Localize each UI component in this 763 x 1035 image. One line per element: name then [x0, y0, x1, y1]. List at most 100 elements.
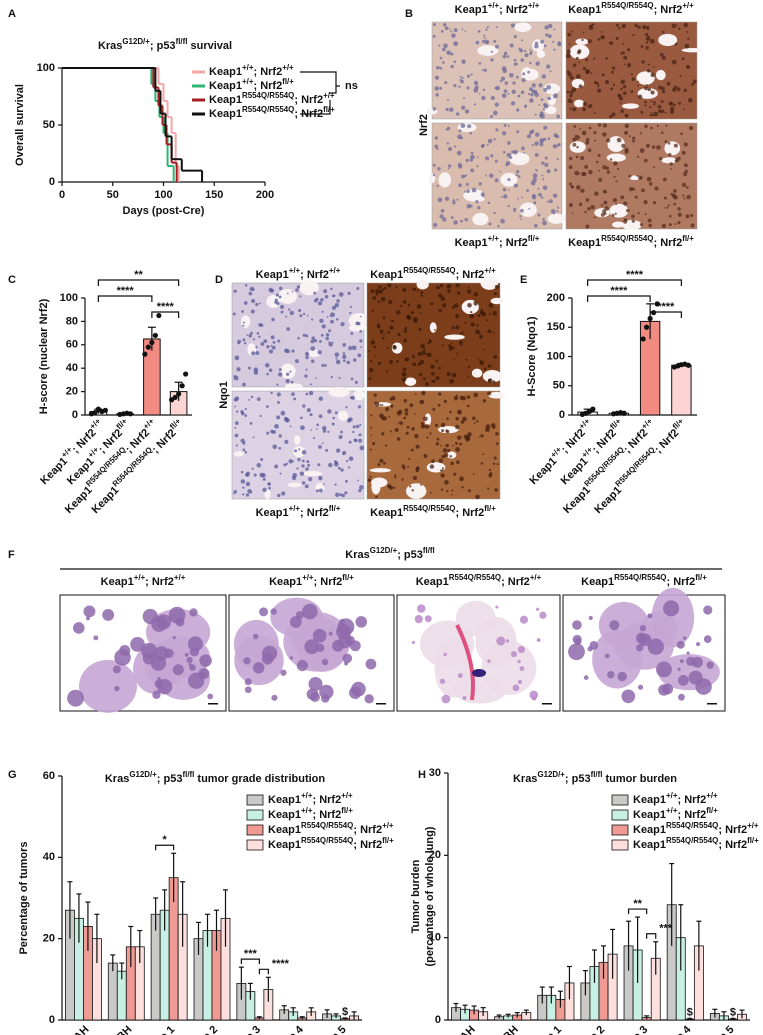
- y-tick-label: 40: [43, 851, 55, 863]
- nucleus: [683, 163, 688, 167]
- nucleus: [646, 25, 650, 29]
- tumor-nodule: [188, 663, 192, 667]
- nucleus: [271, 345, 276, 350]
- nucleus: [614, 212, 617, 215]
- nucleus: [679, 74, 682, 78]
- superscript: +/+: [242, 77, 254, 86]
- nucleus: [316, 423, 319, 427]
- nucleus: [315, 297, 319, 301]
- tumor-nodule: [364, 694, 374, 704]
- nucleus: [519, 215, 522, 218]
- nucleus: [244, 451, 248, 454]
- nucleus: [424, 382, 429, 386]
- nucleus: [432, 107, 437, 111]
- nucleus: [421, 390, 426, 396]
- nucleus: [445, 443, 449, 448]
- nucleus: [661, 55, 666, 60]
- nucleus: [567, 98, 573, 103]
- nucleus: [495, 44, 499, 49]
- nucleus: [682, 171, 688, 177]
- nucleus: [318, 476, 323, 481]
- nucleus: [408, 457, 411, 460]
- nucleus: [284, 348, 289, 353]
- nucleus: [309, 413, 313, 417]
- nucleus: [382, 336, 385, 340]
- nucleus: [554, 168, 558, 172]
- nucleus: [373, 345, 377, 349]
- nucleus: [240, 470, 244, 474]
- nucleus: [250, 395, 254, 399]
- nucleus: [397, 333, 401, 337]
- nucleus: [670, 109, 675, 114]
- nucleus: [597, 123, 602, 127]
- nucleus: [623, 63, 626, 66]
- nucleus: [334, 352, 340, 357]
- nucleus: [470, 151, 474, 155]
- nucleus: [438, 308, 442, 313]
- tumor-nodule: [588, 615, 593, 621]
- chart-title: KrasG12D/+; p53fl/fl tumor burden: [513, 770, 677, 785]
- nucleus: [376, 324, 381, 329]
- nucleus: [534, 224, 538, 228]
- nucleus: [452, 444, 454, 447]
- tumor-nodule: [536, 638, 541, 643]
- alveolus: [424, 413, 432, 426]
- legend-label: Keap1R554Q/R554Q; Nrf2+/+: [268, 821, 394, 836]
- alveolus: [655, 69, 666, 81]
- tumor-nodule: [296, 660, 308, 672]
- nucleus: [277, 372, 283, 377]
- nucleus: [450, 461, 455, 466]
- nucleus: [667, 152, 672, 157]
- nucleus: [585, 198, 590, 202]
- y-axis-label: H-Score (Nqo1): [526, 316, 538, 396]
- nucleus: [375, 495, 378, 499]
- panel-letter: F: [8, 549, 15, 561]
- nucleus: [440, 473, 445, 478]
- alveolus: [284, 383, 303, 390]
- nucleus: [589, 24, 593, 28]
- text-part: Keap1: [370, 269, 403, 281]
- nucleus: [650, 126, 653, 130]
- nucleus: [645, 143, 650, 148]
- nucleus: [382, 416, 388, 421]
- superscript: fl/+: [282, 77, 294, 86]
- nucleus: [461, 331, 464, 334]
- superscript: +/+: [484, 266, 496, 275]
- chart-title: KrasG12D/+; p53fl/fl survival: [98, 37, 232, 52]
- nucleus: [466, 86, 470, 90]
- nucleus: [600, 30, 603, 33]
- nucleus: [476, 420, 479, 423]
- superscript: +/+: [329, 266, 341, 275]
- nucleus: [281, 491, 286, 496]
- nucleus: [251, 298, 256, 304]
- nucleus: [626, 48, 631, 52]
- y-tick-label: 0: [49, 176, 55, 188]
- nucleus: [621, 23, 626, 29]
- nucleus: [487, 138, 493, 144]
- nucleus: [490, 423, 496, 428]
- legend-swatch: [246, 824, 264, 836]
- nucleus: [464, 217, 469, 222]
- nucleus: [490, 154, 494, 158]
- nucleus: [399, 421, 403, 425]
- text-part: ; Nrf2: [499, 4, 528, 16]
- nucleus: [488, 303, 494, 308]
- nucleus: [582, 107, 587, 112]
- nucleus: [332, 294, 336, 298]
- nucleus: [467, 365, 471, 369]
- nucleus: [661, 223, 667, 228]
- nucleus: [235, 444, 238, 447]
- significance-label: *: [163, 834, 168, 846]
- superscript: R554Q/R554Q: [601, 1, 653, 10]
- tumor-nodule: [639, 625, 647, 632]
- tumor-nodule: [439, 678, 446, 684]
- nucleus: [304, 374, 308, 378]
- nucleus: [332, 416, 336, 420]
- nucleus: [419, 312, 422, 314]
- text-part: Keap1: [568, 237, 601, 249]
- superscript: +/+: [528, 1, 540, 10]
- nucleus: [597, 38, 601, 41]
- nucleus: [502, 150, 506, 154]
- y-tick-label: 20: [66, 386, 78, 398]
- alveolus: [519, 202, 537, 217]
